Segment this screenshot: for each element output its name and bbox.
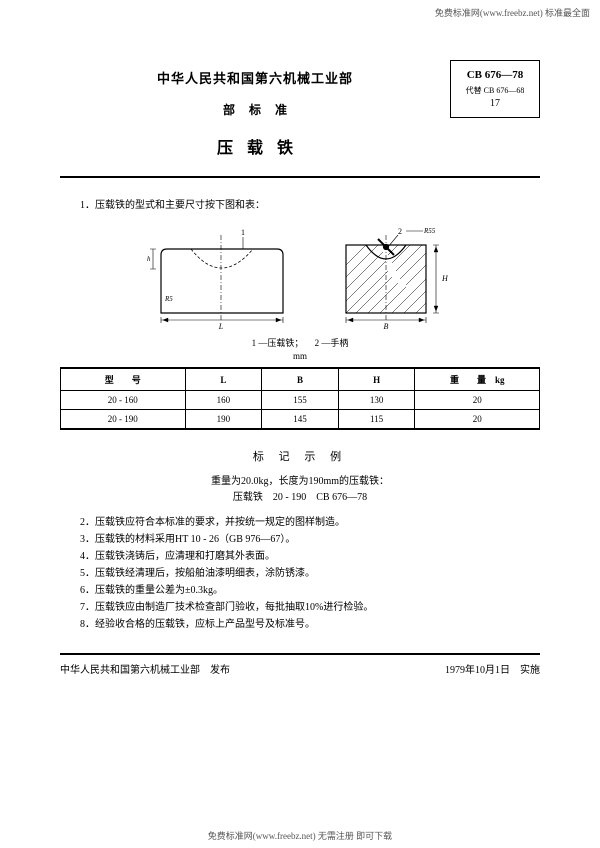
col-L: L: [185, 368, 262, 391]
cell: 115: [338, 410, 415, 430]
page: 中华人民共和国第六机械工业部 部标准 压载铁 CB 676—78 代替 CB 6…: [60, 60, 540, 676]
unit-label: mm: [60, 351, 540, 361]
legend-item-1: 1 —压载铁；: [252, 338, 304, 348]
technical-diagrams: L h R5 1: [60, 225, 540, 330]
header-rule: [60, 176, 540, 178]
dim-H: H: [441, 274, 449, 283]
table-header-row: 型 号 L B H 重 量 kg: [61, 368, 540, 391]
cell: 20 - 190: [61, 410, 186, 430]
ministry-name: 中华人民共和国第六机械工业部: [60, 68, 450, 87]
cell: 155: [262, 391, 339, 410]
note-item: 4．压载铁浇铸后，应清理和打磨其外表面。: [80, 548, 540, 565]
page-number: 17: [461, 98, 529, 109]
dim-h: h: [147, 255, 151, 263]
diagram-legend: 1 —压载铁； 2 —手柄: [60, 336, 540, 349]
note-item: 8．经验收合格的压载铁，应标上产品型号及标准号。: [80, 616, 540, 633]
standard-code: CB 676—78: [461, 69, 529, 81]
note-item: 5．压载铁经清理后，按船舶油漆明细表，涂防锈漆。: [80, 565, 540, 582]
notes-list: 2．压载铁应符合本标准的要求，并按统一规定的图样制造。 3．压载铁的材料采用HT…: [80, 514, 540, 633]
note-item: 7．压载铁应由制造厂技术检查部门验收，每批抽取10%进行检验。: [80, 599, 540, 616]
note-item: 2．压载铁应符合本标准的要求，并按统一规定的图样制造。: [80, 514, 540, 531]
marking-title: 标 记 示 例: [60, 448, 540, 464]
mark-line-2: 压载铁 20 - 190 CB 676—78: [60, 490, 540, 506]
col-weight: 重 量 kg: [415, 368, 540, 391]
callout-1: 1: [241, 228, 245, 237]
dim-B: B: [383, 322, 388, 330]
dim-r5-front: R5: [164, 295, 173, 303]
footer: 中华人民共和国第六机械工业部 发布 1979年10月1日 实施: [60, 661, 540, 676]
code-box: CB 676—78 代替 CB 676—68 17: [450, 60, 540, 118]
table-row: 20 - 160 160 155 130 20: [61, 391, 540, 410]
cell: 20: [415, 391, 540, 410]
document-title: 压载铁: [74, 134, 450, 158]
footer-rule: [60, 653, 540, 655]
table-row: 20 - 190 190 145 115 20: [61, 410, 540, 430]
legend-item-2: 2 —手柄: [315, 338, 349, 348]
cell: 130: [338, 391, 415, 410]
col-H: H: [338, 368, 415, 391]
publisher: 中华人民共和国第六机械工业部 发布: [60, 661, 230, 676]
marking-example: 重量为20.0kg，长度为190mm的压载铁： 压载铁 20 - 190 CB …: [60, 474, 540, 506]
watermark-top: 免费标准网(www.freebz.net) 标准最全面: [435, 6, 590, 19]
cell: 145: [262, 410, 339, 430]
cell: 20: [415, 410, 540, 430]
col-model: 型 号: [61, 368, 186, 391]
watermark-bottom: 免费标准网(www.freebz.net) 无需注册 即可下载: [0, 829, 600, 842]
supersedes-code: 代替 CB 676—68: [461, 85, 529, 96]
section-intro: 1．压载铁的型式和主要尺寸按下图和表：: [80, 196, 540, 211]
header-left: 中华人民共和国第六机械工业部 部标准 压载铁: [60, 60, 450, 158]
side-view-diagram: B H R55 2: [328, 225, 458, 330]
dim-r55: R55: [423, 227, 436, 235]
dim-L: L: [217, 322, 223, 330]
cell: 20 - 160: [61, 391, 186, 410]
cell: 160: [185, 391, 262, 410]
header: 中华人民共和国第六机械工业部 部标准 压载铁 CB 676—78 代替 CB 6…: [60, 60, 540, 158]
mark-line-1: 重量为20.0kg，长度为190mm的压载铁：: [60, 474, 540, 490]
effective-date: 1979年10月1日 实施: [445, 661, 540, 676]
callout-2: 2: [398, 227, 402, 236]
spec-table: 型 号 L B H 重 量 kg 20 - 160 160 155 130 20…: [60, 367, 540, 430]
note-item: 3．压载铁的材料采用HT 10 - 26（GB 976—67）。: [80, 531, 540, 548]
front-view-diagram: L h R5 1: [143, 225, 298, 330]
note-item: 6．压载铁的重量公差为±0.3kg。: [80, 582, 540, 599]
cell: 190: [185, 410, 262, 430]
col-B: B: [262, 368, 339, 391]
dept-standard-label: 部标准: [74, 101, 450, 118]
